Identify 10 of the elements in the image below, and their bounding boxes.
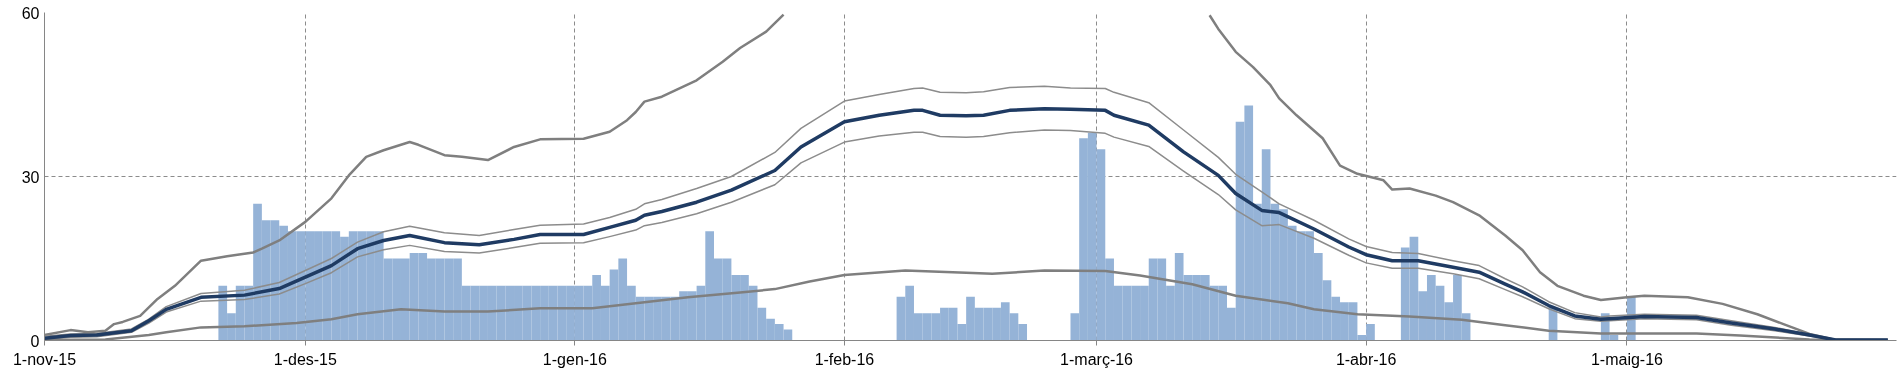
x-tick-label: 1-abr-16 xyxy=(1335,350,1397,368)
x-tick-label: 1-nov-15 xyxy=(12,350,77,368)
x-tick-label: 1-des-15 xyxy=(273,350,338,368)
x-tick-label: 1-gen-16 xyxy=(542,350,608,368)
y-tick-label: 0 xyxy=(30,332,40,350)
y-tick-label: 30 xyxy=(21,168,40,186)
x-tick-label: 1-feb-16 xyxy=(814,350,875,368)
y-tick-label: 60 xyxy=(21,4,40,22)
x-tick-label: 1-maig-16 xyxy=(1590,350,1664,368)
x-tick-label: 1-març-16 xyxy=(1060,350,1134,368)
